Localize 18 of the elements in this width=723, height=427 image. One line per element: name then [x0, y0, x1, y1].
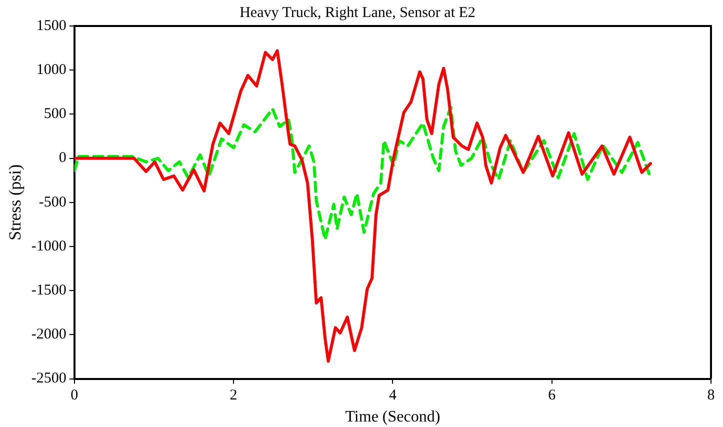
x-axis-title: Time (Second)	[345, 408, 440, 426]
x-tick-label: 6	[548, 388, 556, 404]
y-tick-label: -1000	[31, 238, 66, 254]
y-tick-label: -2500	[31, 370, 66, 387]
y-tick-label: -500	[38, 194, 66, 210]
x-tick-label: 0	[70, 388, 78, 404]
x-tick-label: 2	[230, 388, 238, 404]
y-tick-label: 0	[58, 150, 66, 166]
y-axis-title: Stress (psi)	[6, 164, 25, 240]
x-tick-label: 8	[707, 388, 715, 404]
y-tick-label: -1500	[31, 282, 66, 299]
y-tick-label: 500	[44, 106, 66, 122]
y-tick-label: 1500	[36, 18, 66, 34]
y-tick-label: 1000	[36, 62, 66, 78]
x-tick-label: 4	[388, 388, 397, 404]
y-tick-label: -2000	[31, 326, 66, 343]
line-series	[74, 106, 652, 241]
chart-title: Heavy Truck, Right Lane, Sensor at E2	[240, 4, 476, 21]
